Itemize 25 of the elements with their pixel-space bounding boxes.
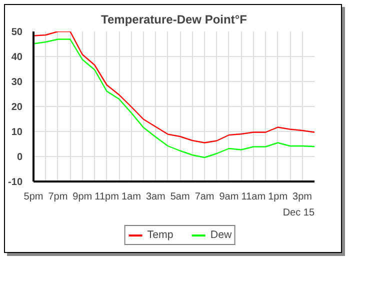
- y-tick-label: 30: [11, 77, 23, 88]
- x-tick-label: 3am: [146, 192, 166, 202]
- y-tick-label: 20: [11, 102, 23, 113]
- line-series: [34, 32, 314, 144]
- x-tick-label: 5am: [170, 192, 190, 202]
- x-tick-label: 5pm: [24, 192, 44, 202]
- chart-title: Temperature-Dew Point°F: [101, 12, 247, 26]
- x-tick-label: 9am: [219, 192, 239, 202]
- x-tick-label: 7am: [194, 192, 214, 202]
- y-tick-label: 0: [16, 152, 23, 163]
- text: Dec 15: [282, 208, 315, 218]
- legend-label: Dew: [210, 229, 232, 241]
- x-tick-label: 3pm: [292, 192, 312, 202]
- y-tick-label: 40: [11, 52, 23, 63]
- x-tick-label: 7pm: [48, 192, 68, 202]
- legend-label: Temp: [147, 229, 174, 241]
- x-tick-label: 9pm: [72, 192, 92, 202]
- line-series: [34, 38, 314, 158]
- y-tick-label: -10: [8, 177, 23, 188]
- x-tick-label: 1pm: [268, 192, 288, 202]
- x-tick-label: 1am: [122, 192, 141, 202]
- x-tick-label: 11pm: [94, 192, 119, 202]
- x-tick-label: 11am: [241, 192, 266, 202]
- y-tick-label: 10: [11, 127, 23, 138]
- y-tick-label: 50: [11, 27, 23, 38]
